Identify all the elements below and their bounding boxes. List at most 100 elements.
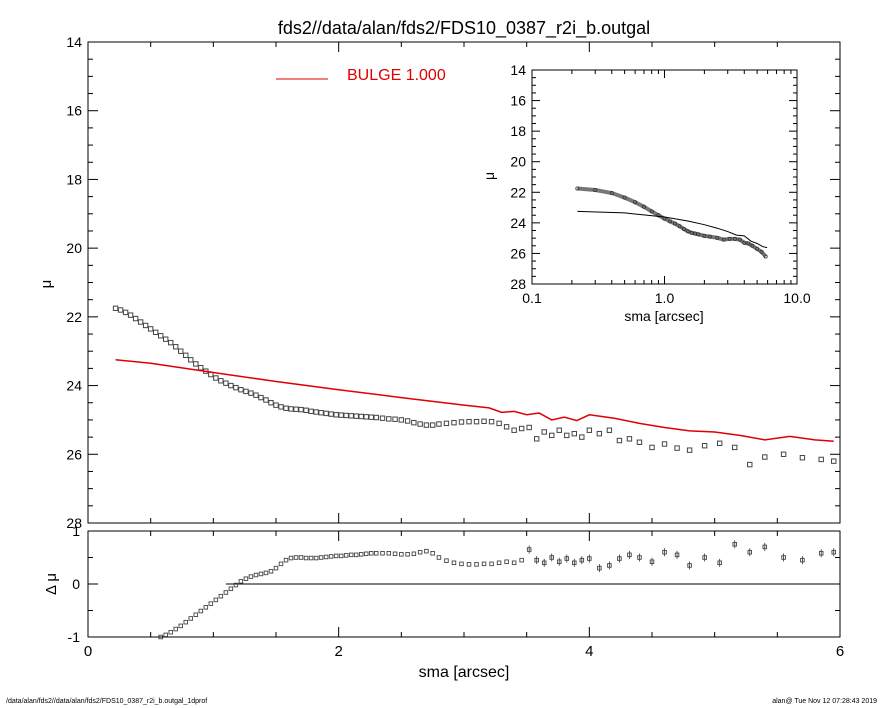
data-point [233,384,239,391]
residual-point [313,555,319,561]
data-point [398,417,405,423]
data-point [283,405,289,411]
residual-point [579,557,585,563]
residual-point [392,551,398,557]
inset-x-tick-label: 1.0 [655,290,675,306]
data-point [379,415,386,421]
data-point [363,414,369,420]
x-tick-label: 0 [84,643,92,660]
inset-y-tick-label: 16 [510,93,526,109]
data-point [323,410,329,417]
inset-x-tick-labels: 0.1 1.0 10.0 [522,290,811,306]
inset-series [575,186,768,259]
inset-data-point [742,240,747,245]
residual-point [198,608,204,614]
data-point [636,439,643,445]
residual-x-tick-labels: 0 2 4 6 [84,643,844,660]
residual-point [318,555,324,560]
residual-point [188,616,194,621]
main-series [112,305,837,468]
data-point [368,414,374,420]
residual-point [369,551,374,556]
inset-data-point [672,221,677,226]
residual-point [732,542,737,547]
data-point [511,427,517,433]
data-point [157,333,164,339]
data-point [122,309,129,316]
main-y-tick-labels: 14 16 18 20 22 24 26 28 [66,34,82,531]
data-point [436,421,442,427]
inset-data-point [649,209,654,214]
main-panel: 14 16 18 20 22 24 26 28 μ BULGE 1.000 [38,34,841,531]
residual-y-axis-label: Δ μ [43,573,60,595]
data-point [178,348,184,354]
data-point [443,420,450,427]
data-point [466,418,472,425]
residual-point [687,563,692,568]
residual-y-tick-label: 0 [72,576,80,592]
inset-data-point [641,204,646,209]
data-point [526,424,532,431]
residual-point [459,561,464,567]
residual-point [288,555,294,561]
residual-point [193,612,199,617]
inset-data-point [593,187,598,192]
data-point [228,382,234,389]
data-point [661,441,668,447]
inset-x-tick-label: 10.0 [783,290,810,306]
data-point [127,312,134,318]
residual-point [534,557,539,563]
residual-point [489,561,494,567]
main-y-tick-label: 20 [66,240,82,256]
residual-point [444,558,449,563]
inset-data-point [727,236,732,241]
x-tick-label: 4 [585,643,593,660]
inset-data-point [609,191,614,196]
residual-point [183,619,189,625]
data-point [163,336,169,342]
data-point [411,419,417,426]
data-point [386,416,392,422]
residual-point [474,562,479,567]
data-point [488,418,495,425]
residual-point [451,560,457,566]
data-point [701,442,708,449]
residual-point [411,551,417,557]
residual-point [343,553,349,558]
data-point [831,458,837,464]
data-point [117,307,124,313]
residual-point [800,557,805,563]
data-point [541,429,547,435]
data-point [328,411,334,417]
data-point [318,410,324,416]
inset-data-point [696,232,701,237]
main-y-tick-label: 28 [66,515,82,531]
inset-data-point [707,234,712,239]
data-point [549,432,555,439]
inset-panel: 14 16 18 20 22 24 26 28 0.1 1.0 10.0 μ sma [arcse… [481,62,811,324]
residual-series [158,540,840,640]
residual-y-tick-labels: -1 0 1 [68,523,81,645]
data-point [649,444,655,451]
data-point [596,430,603,437]
data-point [747,461,753,468]
residual-point [417,549,423,555]
inset-data-point [681,226,686,231]
data-point [716,440,723,446]
data-point [213,375,219,381]
residual-point [208,601,214,606]
residual-point [781,555,786,560]
inset-data-point [750,243,755,248]
data-point [168,339,174,346]
residual-point [637,555,642,560]
data-point [473,418,480,425]
data-point [238,386,244,393]
data-point [263,397,269,403]
inset-frame [531,69,798,285]
residual-point [163,632,168,638]
inset-data-point [763,254,768,259]
residual-point [424,548,429,554]
data-point [303,407,309,414]
main-y-tick-label: 14 [66,34,82,50]
